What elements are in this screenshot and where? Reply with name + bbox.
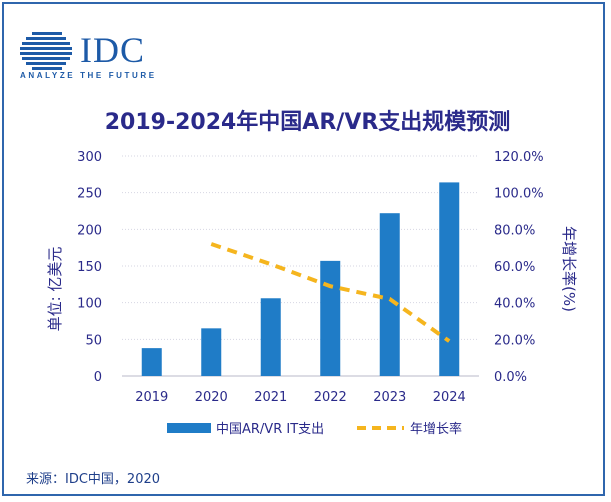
left-axis-ticks: 0 50 100 150 200 250 300 [77, 150, 102, 385]
chart-title: 2019-2024年中国AR/VR支出规模预测 [104, 110, 511, 135]
legend: 中国AR/VR IT支出 年增长率 [167, 421, 462, 437]
bar [260, 298, 281, 376]
chart-area: 0 50 100 150 200 250 300 0.0% 20.0% 40.0% 60.0% 80… [46, 150, 578, 437]
x-tick-label: 2019 [135, 390, 168, 405]
x-tick-label: 2020 [195, 390, 228, 405]
y-tick-label: 300 [77, 150, 102, 165]
y-tick-label: 100 [77, 297, 102, 312]
y2-tick-label: 40.0% [494, 297, 535, 312]
y2-axis-label: 年增长率(%) [560, 226, 578, 312]
logo-tagline: ANALYZE THE FUTURE [20, 71, 157, 80]
legend-bar-swatch [167, 423, 211, 433]
y-tick-label: 200 [77, 223, 102, 238]
right-axis-ticks: 0.0% 20.0% 40.0% 60.0% 80.0% 100.0% 120.0% [494, 150, 544, 385]
logo-brand: IDC [80, 30, 145, 70]
x-axis-ticks: 2019 2020 2021 2022 2023 2024 [135, 390, 466, 405]
source-note: 来源：IDC中国，2020 [26, 472, 161, 487]
legend-line-label: 年增长率 [410, 421, 462, 437]
x-tick-label: 2024 [433, 390, 466, 405]
bar [379, 213, 400, 376]
y2-tick-label: 100.0% [494, 187, 544, 202]
x-tick-label: 2023 [373, 390, 406, 405]
bar [320, 260, 341, 376]
legend-bar-label: 中国AR/VR IT支出 [216, 422, 324, 437]
bar [439, 182, 460, 376]
y2-tick-label: 60.0% [494, 260, 535, 275]
y2-tick-label: 120.0% [494, 150, 544, 165]
growth-line [210, 242, 451, 343]
chart-frame: IDC ANALYZE THE FUTURE 2019-2024年中国AR/VR… [2, 2, 605, 496]
bar [141, 348, 162, 376]
y2-tick-label: 20.0% [494, 333, 535, 348]
bar [201, 328, 222, 376]
bar-series [141, 182, 460, 376]
y2-tick-label: 0.0% [494, 370, 527, 385]
growth-line-series [210, 242, 451, 343]
y-tick-label: 50 [85, 333, 102, 348]
y-tick-label: 150 [77, 260, 102, 275]
y-tick-label: 0 [94, 370, 102, 385]
y2-tick-label: 80.0% [494, 223, 535, 238]
x-tick-label: 2021 [254, 390, 287, 405]
grid-lines [122, 155, 479, 377]
idc-logo: IDC ANALYZE THE FUTURE [20, 28, 160, 80]
y-axis-label: 单位: 亿美元 [46, 247, 64, 332]
x-tick-label: 2022 [314, 390, 347, 405]
globe-icon [20, 32, 72, 70]
y-tick-label: 250 [77, 187, 102, 202]
